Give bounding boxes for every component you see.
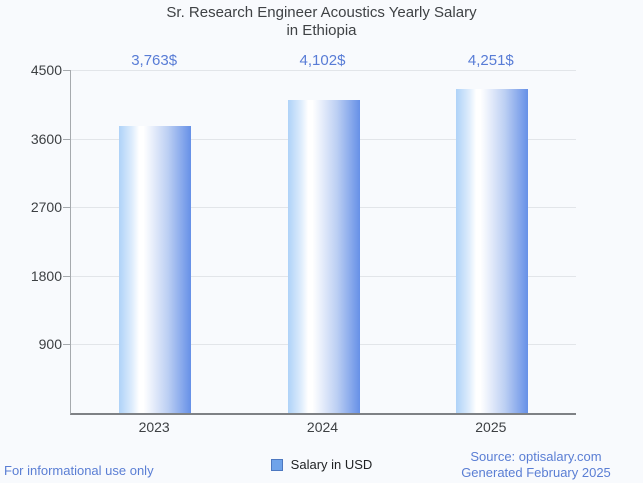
y-axis-tick [63,344,70,346]
bar-value-label: 3,763$ [131,52,178,69]
y-axis-tick [63,70,70,71]
legend: Salary in USD [0,457,643,472]
x-axis-label: 2025 [475,419,507,435]
y-axis-label: 1800 [30,267,62,284]
generated-line: Generated February 2025 [461,465,611,480]
plot-area [70,70,576,415]
x-axis-label: 2023 [138,419,170,435]
bar-value-label: 4,102$ [299,52,346,69]
gridline [71,70,576,71]
legend-swatch-icon [270,458,283,471]
y-axis-tick [63,138,70,140]
y-axis-label: 2700 [30,199,62,216]
bar-2023[interactable] [119,126,192,413]
bar-2024[interactable] [287,100,360,413]
chart-title-line2: in Ethiopia [286,22,357,39]
bar-2025[interactable] [455,88,528,413]
y-axis-tick [63,275,70,277]
x-axis-label: 2024 [306,419,339,435]
chart-title: Sr. Research Engineer Acoustics Yearly S… [0,4,643,40]
y-axis-label: 900 [38,336,62,353]
y-axis-label: 3600 [30,130,62,147]
disclaimer-text: For informational use only [4,463,154,478]
y-axis-tick [63,207,70,209]
source-line: Source: optisalary.com [470,449,602,464]
y-axis-label: 4500 [30,62,62,78]
source-attribution: Source: optisalary.com Generated Februar… [440,449,632,481]
bar-value-label: 4,251$ [467,52,514,69]
legend-label: Salary in USD [290,457,373,472]
chart-title-line1: Sr. Research Engineer Acoustics Yearly S… [166,4,477,21]
